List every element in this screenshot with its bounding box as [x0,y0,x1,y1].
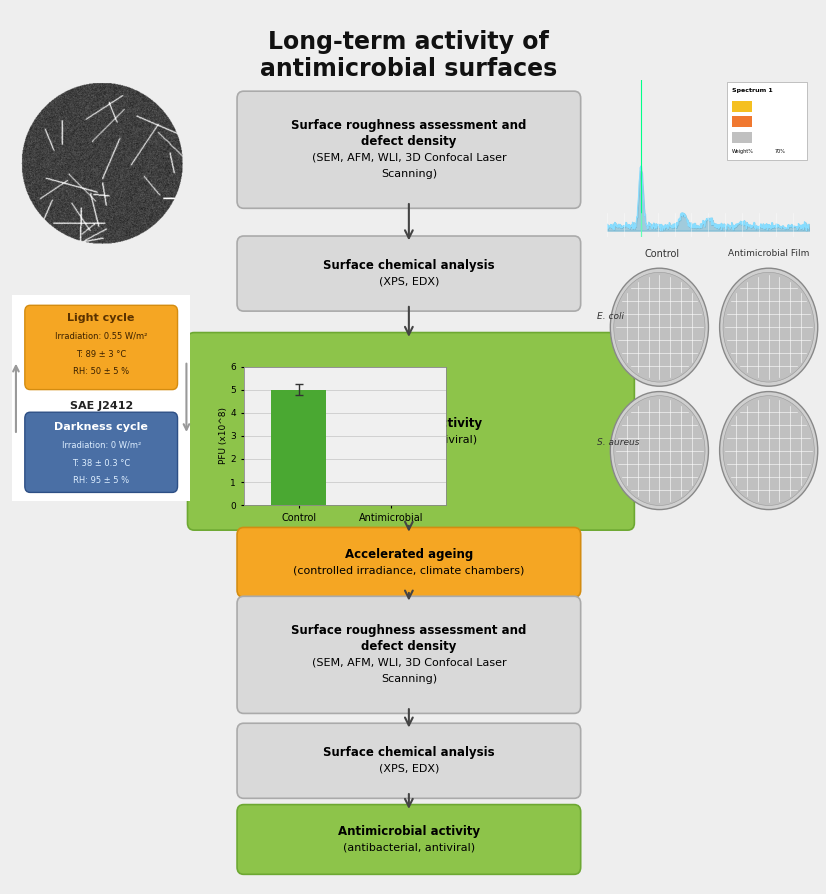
FancyBboxPatch shape [25,412,178,493]
FancyBboxPatch shape [237,91,581,208]
FancyBboxPatch shape [7,289,195,509]
FancyBboxPatch shape [237,527,581,597]
Bar [732,116,752,127]
Text: S. aureus: S. aureus [597,438,639,447]
Bar [732,101,752,112]
Text: (XPS, EDX): (XPS, EDX) [378,276,439,287]
Text: (SEM, AFM, WLI, 3D Confocal Laser: (SEM, AFM, WLI, 3D Confocal Laser [311,153,506,163]
Text: Weight%: Weight% [732,149,753,155]
Text: Antimicrobial Film: Antimicrobial Film [728,249,809,258]
Text: Antimicrobial activity: Antimicrobial activity [339,417,482,430]
FancyBboxPatch shape [237,805,581,874]
Text: Control: Control [644,249,679,259]
FancyBboxPatch shape [237,236,581,311]
Text: Surface chemical analysis: Surface chemical analysis [323,259,495,272]
Text: Antimicrobial activity: Antimicrobial activity [338,825,480,838]
Bar [271,390,326,505]
Text: Scanning): Scanning) [381,674,437,684]
FancyBboxPatch shape [237,723,581,798]
Circle shape [614,396,705,505]
Circle shape [610,268,709,386]
Circle shape [719,392,818,510]
Text: Scanning): Scanning) [381,169,437,179]
Text: Surface roughness assessment and: Surface roughness assessment and [292,119,526,132]
Text: (controlled irradiance, climate chambers): (controlled irradiance, climate chambers… [293,565,525,576]
Text: antimicrobial surfaces: antimicrobial surfaces [260,57,558,80]
Text: Light cycle: Light cycle [68,313,135,323]
Text: (XPS, EDX): (XPS, EDX) [378,763,439,774]
FancyBboxPatch shape [727,82,808,160]
Text: Irradiation: 0 W/m²: Irradiation: 0 W/m² [62,441,140,450]
Y-axis label: PFU (x10^8): PFU (x10^8) [219,408,227,464]
FancyBboxPatch shape [188,333,634,530]
Circle shape [723,273,814,382]
Circle shape [614,273,705,382]
Text: Surface roughness assessment and: Surface roughness assessment and [292,624,526,637]
Text: Darkness cycle: Darkness cycle [55,422,148,432]
Text: T: 38 ± 0.3 °C: T: 38 ± 0.3 °C [72,459,131,468]
Text: Long-term activity of: Long-term activity of [268,30,549,54]
Text: Irradiation: 0.55 W/m²: Irradiation: 0.55 W/m² [55,332,147,341]
Text: E. coli: E. coli [597,312,624,321]
Text: T: 89 ± 3 °C: T: 89 ± 3 °C [76,350,126,358]
Circle shape [723,396,814,505]
Text: (SEM, AFM, WLI, 3D Confocal Laser: (SEM, AFM, WLI, 3D Confocal Laser [311,658,506,668]
FancyBboxPatch shape [25,305,178,390]
Text: defect density: defect density [361,135,457,148]
Text: RH: 50 ± 5 %: RH: 50 ± 5 % [74,367,129,376]
Text: RH: 95 ± 5 %: RH: 95 ± 5 % [74,477,129,485]
Circle shape [610,392,709,510]
Text: 70%: 70% [775,149,786,155]
Text: defect density: defect density [361,640,457,654]
Text: Accelerated ageing: Accelerated ageing [344,548,473,561]
FancyBboxPatch shape [237,596,581,713]
Text: (antibacterial, antiviral): (antibacterial, antiviral) [343,842,475,853]
Text: (antibacterial, antiviral): (antibacterial, antiviral) [345,434,477,444]
Text: Surface chemical analysis: Surface chemical analysis [323,746,495,759]
Text: SAE J2412: SAE J2412 [69,401,133,411]
Text: Spectrum 1: Spectrum 1 [732,89,772,93]
Bar [732,132,752,143]
Circle shape [719,268,818,386]
